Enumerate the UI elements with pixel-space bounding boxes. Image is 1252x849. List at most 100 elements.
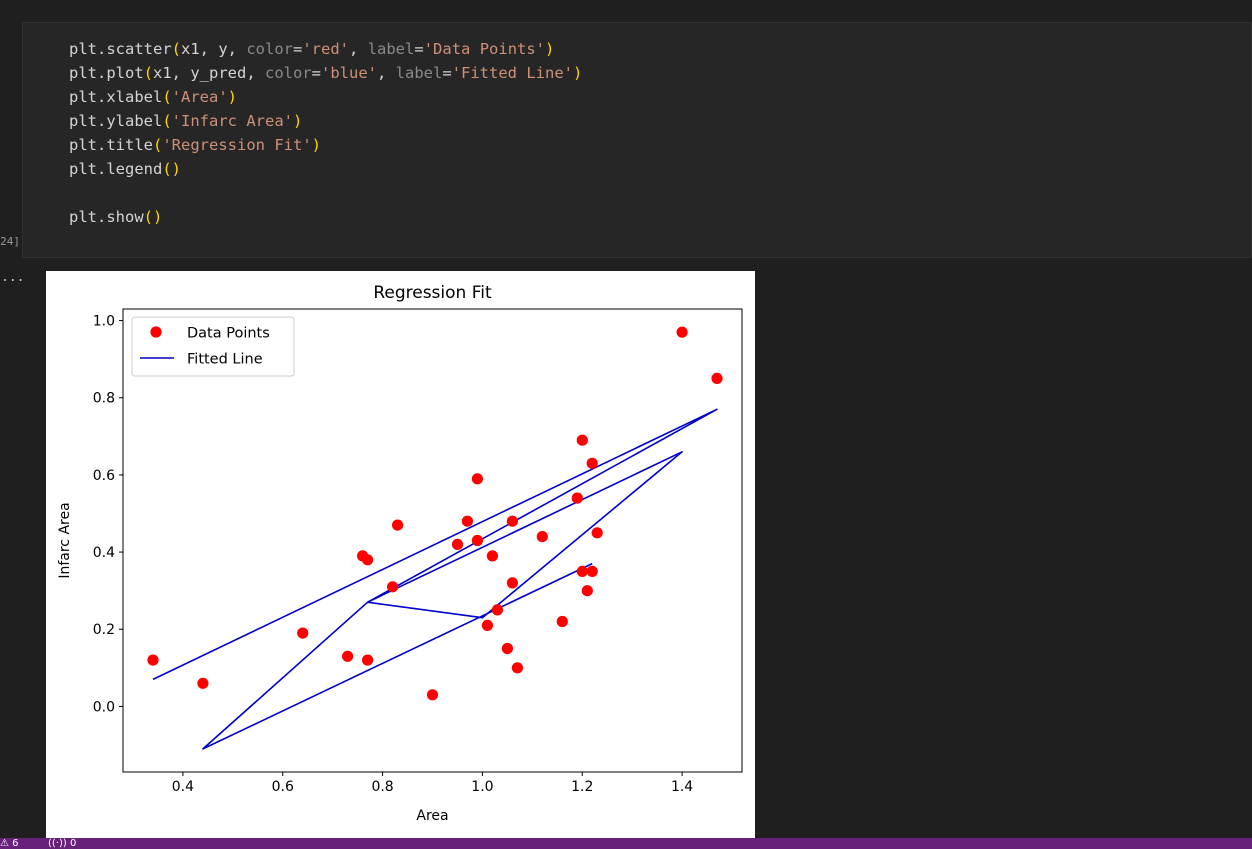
x-tick-label: 1.4 xyxy=(671,779,693,795)
top-strip xyxy=(0,0,1252,22)
code-token: plt.show xyxy=(69,208,144,226)
warnings-count: 6 xyxy=(12,838,19,849)
code-cell[interactable]: plt.scatter(x1, y, color='red', label='D… xyxy=(22,22,1252,258)
data-point xyxy=(576,434,588,446)
data-point xyxy=(591,527,603,539)
code-token: , xyxy=(377,64,396,82)
code-line xyxy=(69,181,582,205)
y-tick-label: 0.4 xyxy=(93,545,115,561)
code-token: ( xyxy=(162,112,172,130)
code-token: ) xyxy=(293,112,303,130)
data-point xyxy=(471,473,483,485)
code-token: , xyxy=(349,40,368,58)
code-token: 'Infarc Area' xyxy=(171,112,293,130)
status-ports[interactable]: ((·)) 0 xyxy=(48,838,76,849)
data-point xyxy=(491,604,503,616)
fitted-line xyxy=(152,408,718,750)
data-point xyxy=(536,531,548,543)
data-point xyxy=(586,457,598,469)
data-point xyxy=(297,627,309,639)
data-point xyxy=(461,515,473,527)
data-point xyxy=(586,565,598,577)
plot-frame xyxy=(122,308,743,773)
data-point xyxy=(362,654,374,666)
code-token: () xyxy=(162,160,181,178)
data-point xyxy=(581,585,593,597)
data-point xyxy=(576,565,588,577)
code-token: plt.xlabel xyxy=(69,88,163,106)
legend-label-fitted-line: Fitted Line xyxy=(187,352,263,368)
code-token: color xyxy=(264,64,312,82)
data-point xyxy=(486,550,498,562)
code-token: ) xyxy=(573,64,583,82)
code-line: plt.legend() xyxy=(69,157,582,181)
code-token: x1, y, xyxy=(181,40,247,58)
data-point xyxy=(392,519,404,531)
data-point xyxy=(571,492,583,504)
x-tick-label: 0.8 xyxy=(371,779,393,795)
code-token: ) xyxy=(545,40,555,58)
code-token: ) xyxy=(311,136,321,154)
code-editor[interactable]: plt.scatter(x1, y, color='red', label='D… xyxy=(69,37,582,229)
code-line: plt.show() xyxy=(69,205,582,229)
data-point xyxy=(342,650,354,662)
legend-label-data-points: Data Points xyxy=(187,326,270,342)
code-token: 'red' xyxy=(302,40,350,58)
data-point xyxy=(471,534,483,547)
data-point xyxy=(556,615,568,628)
code-line: plt.plot(x1, y_pred, color='blue', label… xyxy=(69,61,582,85)
code-token: plt.title xyxy=(69,136,153,154)
ports-count: 0 xyxy=(69,838,77,849)
code-line: plt.scatter(x1, y, color='red', label='D… xyxy=(69,37,582,61)
regression-chart: 0.4 0.6 0.8 1.0 1.2 1.4 0.0 0.2 0.4 0.6 0.8 1.0 Regr… xyxy=(46,271,755,838)
y-tick-label: 1.0 xyxy=(93,314,115,330)
x-axis-label: Area xyxy=(416,808,448,824)
data-point xyxy=(426,689,439,701)
status-warnings[interactable]: ⚠ 6 xyxy=(0,838,19,849)
data-point xyxy=(506,577,518,589)
code-token: plt.plot xyxy=(69,64,144,82)
y-axis-label: Infarc Area xyxy=(57,502,73,578)
data-point xyxy=(676,326,688,338)
code-token: ) xyxy=(227,88,238,106)
code-token: = xyxy=(311,64,321,82)
code-token: label xyxy=(395,64,443,82)
chart-title: Regression Fit xyxy=(373,283,492,303)
data-point xyxy=(511,662,523,674)
y-tick-label: 0.8 xyxy=(93,391,115,407)
code-token: color xyxy=(246,40,293,58)
broadcast-icon: ((·)) xyxy=(48,838,67,849)
plot-output: 0.4 0.6 0.8 1.0 1.2 1.4 0.0 0.2 0.4 0.6 0.8 1.0 Regr… xyxy=(46,271,755,838)
data-point xyxy=(197,677,209,689)
output-actions[interactable]: ... xyxy=(1,270,25,285)
code-line: plt.xlabel('Area') xyxy=(69,85,582,109)
code-token: plt.ylabel xyxy=(69,112,163,130)
y-tick-label: 0.6 xyxy=(93,468,115,484)
data-point xyxy=(506,515,518,527)
code-token: ( xyxy=(171,40,181,58)
code-line: plt.ylabel('Infarc Area') xyxy=(69,109,582,133)
data-point xyxy=(501,642,513,655)
x-tick-label: 1.2 xyxy=(571,779,593,795)
execution-count: 24] xyxy=(0,235,20,248)
legend-box xyxy=(131,316,295,377)
code-token: 'Fitted Line' xyxy=(451,64,574,82)
code-token: plt.scatter xyxy=(69,40,172,58)
x-tick-label: 0.4 xyxy=(172,779,194,795)
data-point xyxy=(481,619,493,631)
code-token: ( xyxy=(143,64,153,82)
code-token: 'Area' xyxy=(171,88,228,106)
data-point xyxy=(362,554,374,566)
code-token: 'blue' xyxy=(321,64,377,82)
code-token: = xyxy=(442,64,452,82)
code-token: plt.legend xyxy=(69,160,163,178)
code-token: = xyxy=(414,40,424,58)
code-token: = xyxy=(293,40,303,58)
x-tick-label: 0.6 xyxy=(272,779,294,795)
data-point xyxy=(387,581,399,593)
data-point xyxy=(147,654,159,666)
y-tick-label: 0.0 xyxy=(93,699,115,715)
warning-icon: ⚠ xyxy=(0,838,9,849)
code-token: label xyxy=(367,40,415,58)
